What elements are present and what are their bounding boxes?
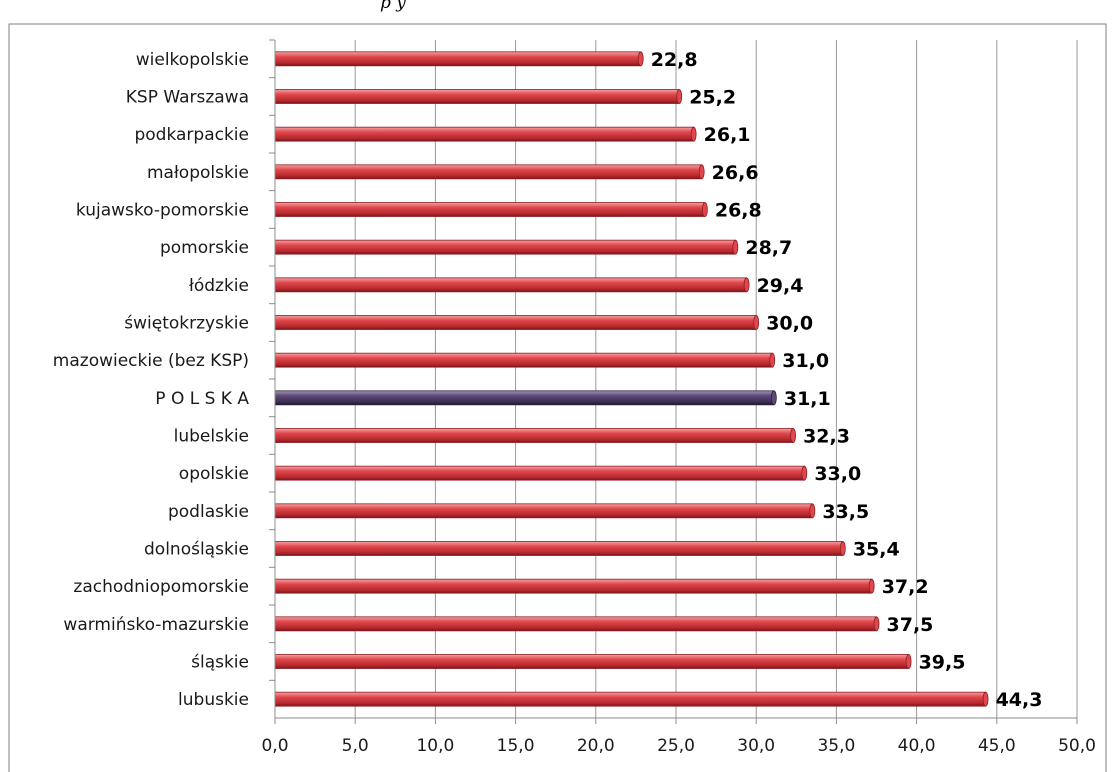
bar (274, 578, 873, 594)
bar (274, 202, 706, 217)
data-label: 30,0 (766, 313, 813, 335)
x-tick-label: 35,0 (817, 736, 855, 756)
bar (274, 315, 757, 330)
bar (274, 126, 695, 142)
data-label: 37,2 (882, 576, 929, 598)
category-label: świętokrzyskie (124, 314, 249, 334)
bar (274, 89, 680, 104)
bar-highlight (274, 390, 775, 406)
category-label: P O L S K A (155, 389, 249, 409)
bar-end-cap (839, 541, 846, 556)
bar-end-cap (809, 503, 816, 519)
bar-end-cap (743, 277, 750, 293)
category-label: warmińsko-mazurskie (63, 615, 249, 635)
bar-end-cap (732, 239, 739, 255)
axes (269, 39, 1078, 724)
category-label: KSP Warszawa (126, 88, 249, 108)
data-label: 33,0 (814, 463, 861, 485)
x-tick-label: 15,0 (497, 736, 535, 756)
bar-end-cap (690, 126, 697, 142)
data-label: 31,0 (782, 350, 829, 372)
x-tick-label: 40,0 (898, 736, 936, 756)
x-tick-label: 5,0 (342, 736, 369, 756)
x-tick-label: 45,0 (978, 736, 1016, 756)
data-label: 25,2 (689, 87, 736, 109)
bar (274, 541, 844, 556)
data-label: 26,8 (715, 200, 762, 222)
x-tick-label: 50,0 (1058, 736, 1096, 756)
bar (274, 352, 773, 368)
bar (274, 616, 877, 632)
category-label: łódzkie (189, 276, 249, 296)
bar (274, 691, 986, 707)
x-tick-label: 25,0 (657, 736, 695, 756)
category-label: lubuskie (178, 690, 249, 710)
bar-end-cap (982, 691, 989, 707)
data-label: 39,5 (919, 652, 966, 674)
bar-end-cap (873, 616, 880, 632)
category-label: pomorskie (160, 238, 249, 258)
bar-end-cap (868, 578, 875, 594)
category-label: zachodniopomorskie (73, 577, 249, 597)
category-label: podlaskie (168, 502, 249, 522)
bar-end-cap (790, 428, 796, 443)
x-tick-label: 20,0 (577, 736, 615, 756)
category-label: podkarpackie (134, 125, 249, 145)
x-tick-label: 10,0 (416, 736, 454, 756)
bar-end-cap (770, 390, 777, 406)
data-label: 32,3 (803, 426, 850, 448)
category-label: opolskie (179, 464, 249, 484)
category-label: lubelskie (174, 427, 249, 447)
data-label: 44,3 (996, 689, 1043, 711)
bar (274, 239, 736, 255)
labels: 0,0 5,0 10,0 15,0 20,0 25,0 30,0 35,0 40,0 45,0 50… (53, 49, 1096, 756)
bar (274, 51, 642, 67)
header-text-fragment: p y (380, 0, 406, 13)
category-label: mazowieckie (bez KSP) (53, 351, 249, 371)
bar-end-cap (905, 654, 912, 669)
bar (274, 164, 703, 180)
data-label: 22,8 (651, 49, 698, 71)
bar-end-cap (801, 465, 808, 481)
bar-end-cap (701, 202, 708, 217)
category-label: wielkopolskie (136, 50, 249, 70)
category-label: kujawsko-pomorskie (76, 201, 249, 221)
bar (274, 654, 909, 669)
bar (274, 277, 747, 293)
chart-frame (8, 23, 1107, 772)
data-label: 35,4 (853, 539, 900, 561)
category-label: dolnośląskie (144, 540, 249, 560)
category-label: małopolskie (147, 163, 249, 183)
bar-end-cap (676, 89, 683, 104)
category-label: śląskie (191, 653, 249, 673)
bar (274, 428, 794, 443)
data-label: 37,5 (887, 614, 934, 636)
bar-end-cap (769, 352, 776, 368)
data-label: 26,6 (712, 162, 759, 184)
bar-end-cap (637, 51, 644, 67)
bar (274, 503, 813, 519)
data-label: 26,1 (704, 124, 751, 146)
bar-end-cap (698, 164, 705, 180)
bar (274, 465, 805, 481)
gridlines (354, 40, 1078, 718)
bars (274, 51, 989, 707)
data-label: 28,7 (745, 237, 792, 259)
data-label: 31,1 (784, 388, 831, 410)
x-tick-label: 30,0 (737, 736, 775, 756)
data-label: 33,5 (822, 501, 869, 523)
data-label: 29,4 (757, 275, 804, 297)
x-tick-label: 0,0 (261, 736, 288, 756)
bar-end-cap (753, 315, 760, 330)
